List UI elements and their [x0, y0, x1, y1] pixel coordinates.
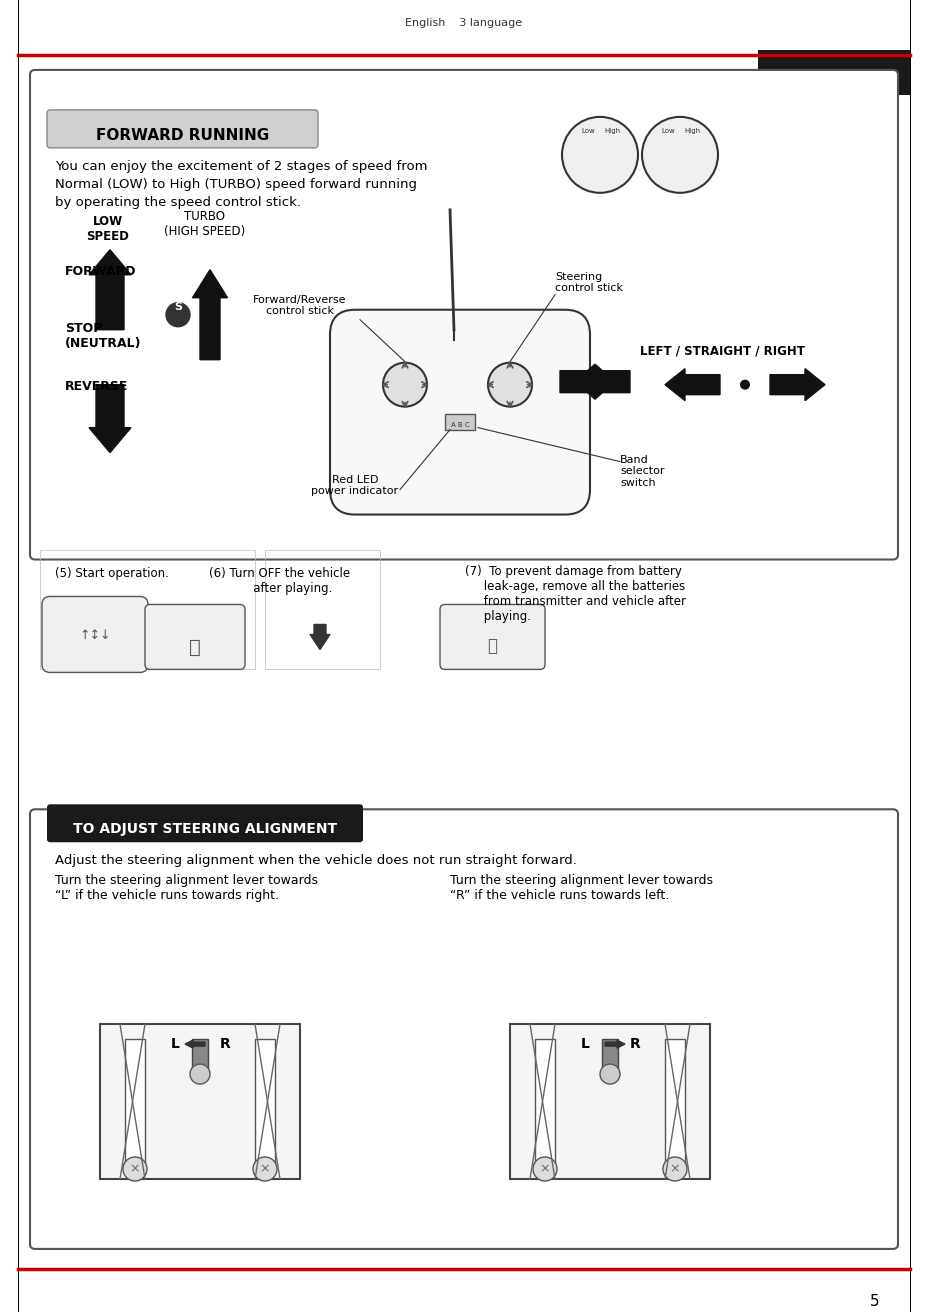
Text: R: R	[220, 1037, 230, 1052]
FancyBboxPatch shape	[47, 110, 318, 148]
Circle shape	[562, 117, 638, 193]
Text: Turn the steering alignment lever towards
“R” if the vehicle runs towards left.: Turn the steering alignment lever toward…	[450, 874, 712, 902]
Text: ×: ×	[669, 1162, 679, 1175]
Text: You can enjoy the excitement of 2 stages of speed from: You can enjoy the excitement of 2 stages…	[55, 160, 427, 173]
Text: ↑↕↓: ↑↕↓	[79, 629, 110, 642]
Text: by operating the speed control stick.: by operating the speed control stick.	[55, 196, 300, 209]
Text: TO ADJUST STEERING ALIGNMENT: TO ADJUST STEERING ALIGNMENT	[73, 822, 337, 836]
FancyArrow shape	[575, 364, 629, 399]
Text: Red LED
power indicator: Red LED power indicator	[311, 474, 398, 496]
FancyBboxPatch shape	[30, 70, 897, 559]
FancyBboxPatch shape	[330, 310, 590, 515]
Text: FORWARD RUNNING: FORWARD RUNNING	[96, 127, 270, 143]
Circle shape	[166, 303, 190, 327]
Text: TURBO
(HIGH SPEED): TURBO (HIGH SPEED)	[164, 210, 246, 238]
Text: (7)  To prevent damage from battery
     leak-age, remove all the batteries
    : (7) To prevent damage from battery leak-…	[464, 565, 685, 622]
FancyArrow shape	[89, 385, 131, 453]
Text: High: High	[603, 127, 619, 134]
Text: English    3 language: English 3 language	[405, 18, 522, 28]
FancyArrow shape	[184, 1040, 205, 1048]
Circle shape	[600, 1064, 619, 1085]
FancyArrow shape	[310, 625, 330, 650]
Text: LOW
SPEED: LOW SPEED	[86, 215, 129, 243]
FancyArrow shape	[665, 369, 719, 400]
Bar	[255, 1039, 274, 1165]
Text: 5: 5	[870, 1293, 879, 1309]
Circle shape	[383, 362, 426, 407]
Text: L: L	[580, 1037, 589, 1052]
Text: Low: Low	[660, 127, 674, 134]
Bar	[602, 1039, 617, 1069]
Circle shape	[532, 1157, 556, 1180]
Text: 🚗: 🚗	[189, 637, 200, 656]
Circle shape	[253, 1157, 276, 1180]
Circle shape	[662, 1157, 686, 1180]
Text: ×: ×	[260, 1162, 270, 1175]
Text: FORWARD: FORWARD	[65, 265, 136, 278]
Bar	[510, 1024, 709, 1179]
Text: L: L	[171, 1037, 179, 1052]
Text: R: R	[629, 1037, 640, 1052]
Bar	[192, 1039, 208, 1069]
Bar	[665, 1039, 684, 1165]
Text: Steering
control stick: Steering control stick	[554, 272, 622, 293]
Text: 🔋: 🔋	[487, 637, 497, 655]
Bar	[535, 1039, 554, 1165]
Text: Low: Low	[580, 127, 594, 134]
Text: Normal (LOW) to High (TURBO) speed forward running: Normal (LOW) to High (TURBO) speed forwa…	[55, 177, 416, 190]
Text: STOP
(NEUTRAL): STOP (NEUTRAL)	[65, 322, 141, 349]
Text: Adjust the steering alignment when the vehicle does not run straight forward.: Adjust the steering alignment when the v…	[55, 855, 577, 868]
Text: English: English	[802, 72, 864, 87]
Text: High: High	[683, 127, 699, 134]
Text: LEFT / STRAIGHT / RIGHT: LEFT / STRAIGHT / RIGHT	[640, 345, 804, 357]
FancyArrow shape	[192, 269, 227, 360]
Text: (6) Turn OFF the vehicle
       after playing.: (6) Turn OFF the vehicle after playing.	[210, 566, 350, 595]
Text: ×: ×	[130, 1162, 140, 1175]
Circle shape	[641, 117, 717, 193]
Circle shape	[488, 362, 531, 407]
Circle shape	[190, 1064, 210, 1085]
FancyBboxPatch shape	[145, 604, 245, 670]
Bar	[40, 550, 255, 670]
Text: Turn the steering alignment lever towards
“L” if the vehicle runs towards right.: Turn the steering alignment lever toward…	[55, 874, 318, 902]
Text: S: S	[174, 302, 182, 311]
FancyBboxPatch shape	[47, 805, 362, 842]
Bar	[445, 414, 475, 429]
Bar	[265, 550, 379, 670]
Text: A B C: A B C	[451, 421, 469, 428]
FancyBboxPatch shape	[757, 50, 909, 95]
FancyArrow shape	[559, 364, 615, 399]
Bar	[100, 1024, 299, 1179]
FancyArrow shape	[604, 1040, 624, 1048]
FancyBboxPatch shape	[42, 596, 147, 672]
FancyBboxPatch shape	[30, 809, 897, 1249]
Text: Forward/Reverse
control stick: Forward/Reverse control stick	[253, 294, 347, 316]
FancyArrow shape	[89, 249, 131, 330]
Bar	[125, 1039, 145, 1165]
Text: Band
selector
switch: Band selector switch	[619, 454, 664, 488]
Circle shape	[739, 379, 749, 390]
Text: ×: ×	[540, 1162, 550, 1175]
Text: (5) Start operation.: (5) Start operation.	[55, 566, 169, 579]
FancyBboxPatch shape	[439, 604, 544, 670]
Circle shape	[123, 1157, 146, 1180]
Text: REVERSE: REVERSE	[65, 379, 128, 393]
FancyArrow shape	[769, 369, 824, 400]
